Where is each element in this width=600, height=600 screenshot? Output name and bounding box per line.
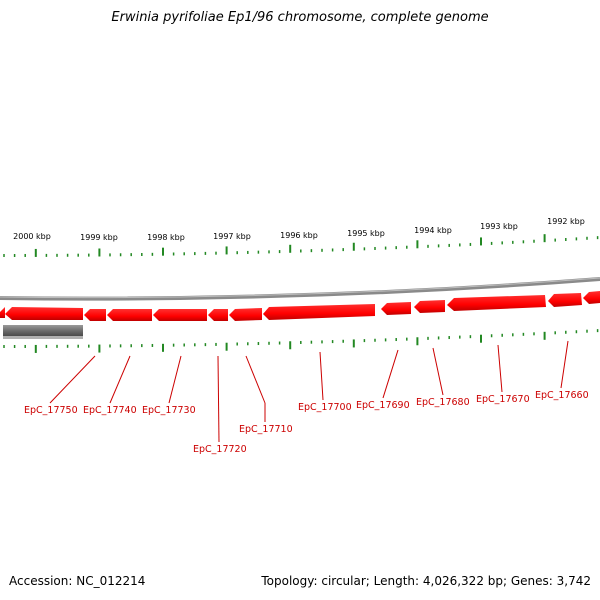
gene-arrow[interactable] (107, 309, 152, 321)
gene-arrow[interactable] (447, 295, 546, 311)
scale-labels: 2000 kbp 1999 kbp 1998 kbp 1997 kbp 1996… (13, 217, 585, 242)
gene-label[interactable]: EpC_17680 (416, 397, 470, 408)
scale-label: 1997 kbp (213, 232, 251, 241)
scale-label: 1992 kbp (547, 217, 585, 226)
gene-arrow[interactable] (263, 304, 375, 320)
gene-arrow[interactable] (414, 300, 445, 313)
gene-arrow[interactable] (5, 307, 83, 320)
label-leaders (49, 340, 569, 443)
grey-feature-edge (3, 336, 83, 339)
scale-label: 1998 kbp (147, 233, 185, 242)
map-title: Erwinia pyrifoliae Ep1/96 chromosome, co… (111, 10, 489, 25)
gene-label[interactable]: EpC_17730 (142, 405, 196, 416)
gene-arrow[interactable] (381, 302, 411, 315)
gene-arrow[interactable] (229, 308, 262, 321)
gene-track (0, 291, 600, 321)
gene-arrow[interactable] (153, 309, 207, 321)
accession-text: Accession: NC_012214 (9, 574, 146, 588)
scale-label: 1995 kbp (347, 229, 385, 238)
gene-arrow[interactable] (208, 309, 228, 321)
gene-arrow[interactable] (84, 309, 106, 321)
genome-summary: Topology: circular; Length: 4,026,322 bp… (261, 574, 591, 588)
scale-label: 1994 kbp (414, 226, 452, 235)
gene-label[interactable]: EpC_17660 (535, 390, 589, 401)
upper-scale-ticks (3, 234, 599, 257)
gene-arrow[interactable] (0, 307, 5, 318)
gene-label[interactable]: EpC_17710 (239, 424, 293, 435)
gene-label[interactable]: EpC_17740 (83, 405, 137, 416)
scale-label: 1996 kbp (280, 231, 318, 240)
gene-label[interactable]: EpC_17720 (193, 444, 247, 455)
grey-feature (3, 325, 83, 337)
scale-label: 1999 kbp (80, 233, 118, 242)
gene-labels: EpC_17750 EpC_17740 EpC_17730 EpC_17720 … (24, 390, 589, 455)
gene-arrow[interactable] (583, 291, 600, 304)
lower-scale-ticks (3, 329, 599, 353)
scale-label: 2000 kbp (13, 232, 51, 241)
chromosome-backbone-highlight (0, 277, 600, 299)
gene-arrow[interactable] (548, 293, 582, 307)
chromosome-backbone (0, 277, 600, 301)
scale-label: 1993 kbp (480, 222, 518, 231)
gene-label[interactable]: EpC_17690 (356, 400, 410, 411)
gene-label[interactable]: EpC_17750 (24, 405, 78, 416)
gene-label[interactable]: EpC_17700 (298, 402, 352, 413)
gene-label[interactable]: EpC_17670 (476, 394, 530, 405)
